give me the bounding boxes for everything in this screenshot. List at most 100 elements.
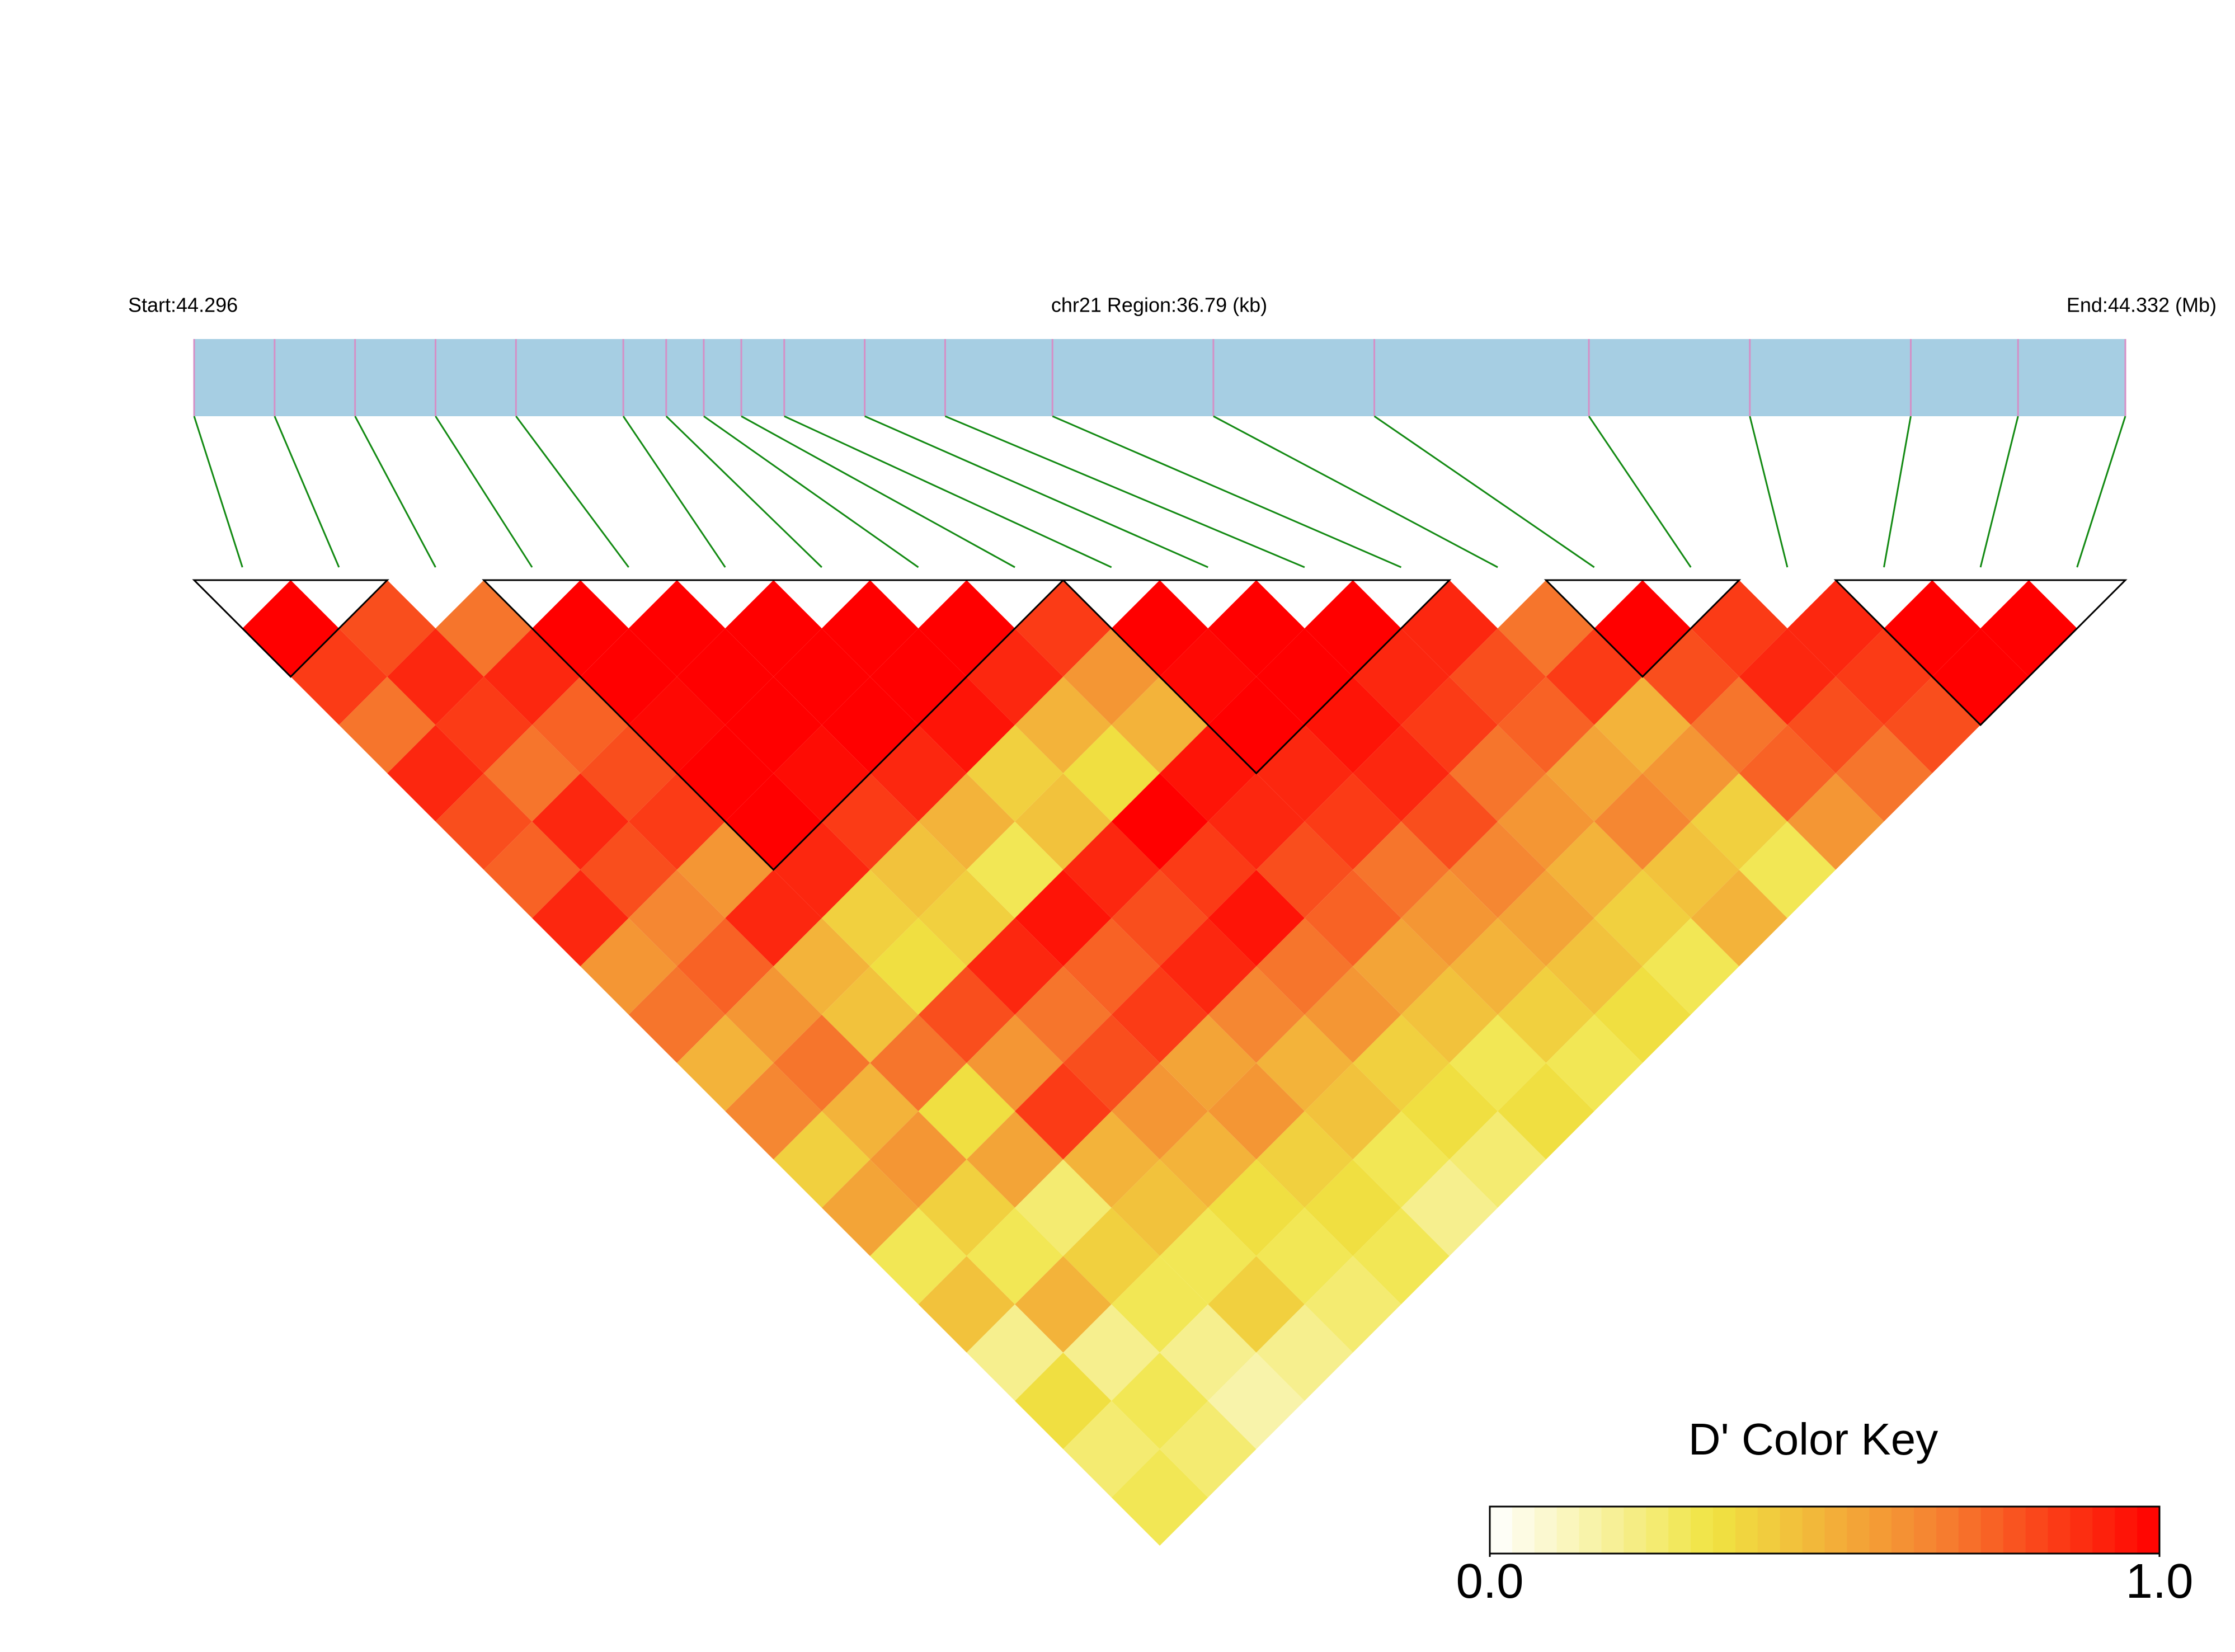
color-key-step bbox=[1980, 1507, 2004, 1554]
region-label: chr21 Region:36.79 (kb) bbox=[1051, 294, 1267, 317]
ld-cell bbox=[1160, 1207, 1257, 1305]
color-key-step bbox=[1490, 1507, 1513, 1554]
color-key-step bbox=[1936, 1507, 1959, 1554]
haplotype-block bbox=[482, 579, 1066, 871]
color-key-step bbox=[2115, 1507, 2138, 1554]
ld-cell bbox=[1498, 580, 1594, 677]
ld-cell bbox=[918, 1063, 1015, 1160]
ld-cell bbox=[1884, 676, 1981, 774]
ld-cell bbox=[1160, 918, 1257, 1015]
color-key-step bbox=[1824, 1507, 1847, 1554]
ld-cell bbox=[1304, 580, 1401, 677]
ld-cell bbox=[387, 724, 484, 822]
color-key-tick-label: 0.0 bbox=[1456, 1554, 1524, 1608]
ld-cell bbox=[1691, 580, 1787, 677]
color-key-step bbox=[2048, 1507, 2071, 1554]
ld-cell bbox=[1304, 869, 1401, 967]
ld-cell bbox=[1111, 773, 1208, 870]
ld-cell bbox=[1401, 773, 1498, 870]
snp-connector bbox=[193, 416, 243, 568]
ld-cell bbox=[773, 1111, 871, 1208]
ld-cell bbox=[1256, 1111, 1353, 1208]
ld-cell bbox=[1546, 821, 1643, 919]
ld-cell bbox=[1160, 1304, 1257, 1401]
region-bar bbox=[194, 339, 2125, 416]
ld-cell bbox=[338, 676, 436, 774]
ld-cell bbox=[773, 1014, 871, 1112]
ld-cell bbox=[1304, 773, 1401, 870]
color-key-step bbox=[1601, 1507, 1624, 1554]
ld-cell bbox=[1256, 918, 1353, 1015]
ld-cell bbox=[1015, 1159, 1112, 1256]
color-key-step bbox=[2003, 1507, 2026, 1554]
ld-cell bbox=[677, 918, 774, 1015]
ld-cell bbox=[918, 773, 1015, 870]
ld-cell bbox=[1208, 1352, 1305, 1449]
ld-cell bbox=[870, 1207, 967, 1305]
ld-cell bbox=[1691, 869, 1787, 967]
ld-cell bbox=[1256, 628, 1353, 725]
ld-cell bbox=[1015, 1063, 1112, 1160]
ld-cell bbox=[1401, 966, 1498, 1063]
ld-cell bbox=[1643, 918, 1739, 1015]
ld-cell bbox=[821, 580, 919, 677]
ld-cell bbox=[1546, 628, 1643, 725]
color-key-frame bbox=[1489, 1505, 2161, 1555]
ld-cell bbox=[677, 628, 774, 725]
snp-connector bbox=[1588, 416, 1692, 568]
ld-cell bbox=[1643, 821, 1739, 919]
ld-cell bbox=[1498, 773, 1594, 870]
ld-cell bbox=[1787, 580, 1884, 677]
color-key-step bbox=[1757, 1507, 1781, 1554]
ld-cell bbox=[387, 628, 484, 725]
ld-cell bbox=[435, 773, 533, 870]
ld-cell bbox=[1015, 676, 1112, 774]
end-label: End:44.332 (Mb) bbox=[2067, 294, 2217, 317]
snp-connector bbox=[1883, 416, 1912, 568]
snp-connector bbox=[741, 415, 1015, 568]
ld-cell bbox=[966, 1207, 1064, 1305]
color-key-step bbox=[1869, 1507, 1892, 1554]
ld-cell bbox=[1111, 1063, 1208, 1160]
color-key-step bbox=[1646, 1507, 1669, 1554]
ld-cell bbox=[1498, 966, 1594, 1063]
ld-cell bbox=[1739, 724, 1836, 822]
color-key-step bbox=[1534, 1507, 1558, 1554]
ld-cell bbox=[1836, 724, 1932, 822]
snp-connector bbox=[864, 415, 1208, 568]
ld-cell bbox=[918, 1159, 1015, 1256]
ld-cell bbox=[1256, 1207, 1353, 1305]
ld-cell bbox=[1015, 773, 1112, 870]
ld-cell bbox=[1401, 676, 1498, 774]
color-key-tick-label: 1.0 bbox=[2126, 1554, 2194, 1608]
ld-cell bbox=[1353, 724, 1450, 822]
ld-cell bbox=[1401, 580, 1498, 677]
snp-connector bbox=[435, 416, 533, 568]
snp-connector bbox=[1213, 415, 1498, 568]
ld-cell bbox=[1353, 821, 1450, 919]
ld-cell bbox=[1208, 1256, 1305, 1353]
ld-cell bbox=[1498, 1063, 1594, 1160]
snp-connector bbox=[274, 416, 340, 568]
ld-cell bbox=[1594, 676, 1691, 774]
color-key-step bbox=[1668, 1507, 1691, 1554]
ld-cell bbox=[725, 580, 822, 677]
ld-cell bbox=[1304, 1159, 1401, 1256]
ld-cell bbox=[1208, 580, 1305, 677]
ld-cell bbox=[1304, 676, 1401, 774]
ld-cell bbox=[1353, 1014, 1450, 1112]
ld-cell bbox=[1256, 1014, 1353, 1112]
ld-cell bbox=[1160, 821, 1257, 919]
ld-cell bbox=[1594, 966, 1691, 1063]
ld-cell bbox=[1787, 773, 1884, 870]
color-key-step bbox=[1847, 1507, 1870, 1554]
color-key-step bbox=[2092, 1507, 2115, 1554]
ld-cell bbox=[1160, 1111, 1257, 1208]
ld-cell bbox=[1739, 628, 1836, 725]
ld-cell bbox=[1449, 1111, 1546, 1208]
color-key-step bbox=[2025, 1507, 2048, 1554]
snp-connector bbox=[354, 416, 436, 568]
snp-connector bbox=[1749, 416, 1789, 568]
ld-cell bbox=[773, 628, 871, 725]
